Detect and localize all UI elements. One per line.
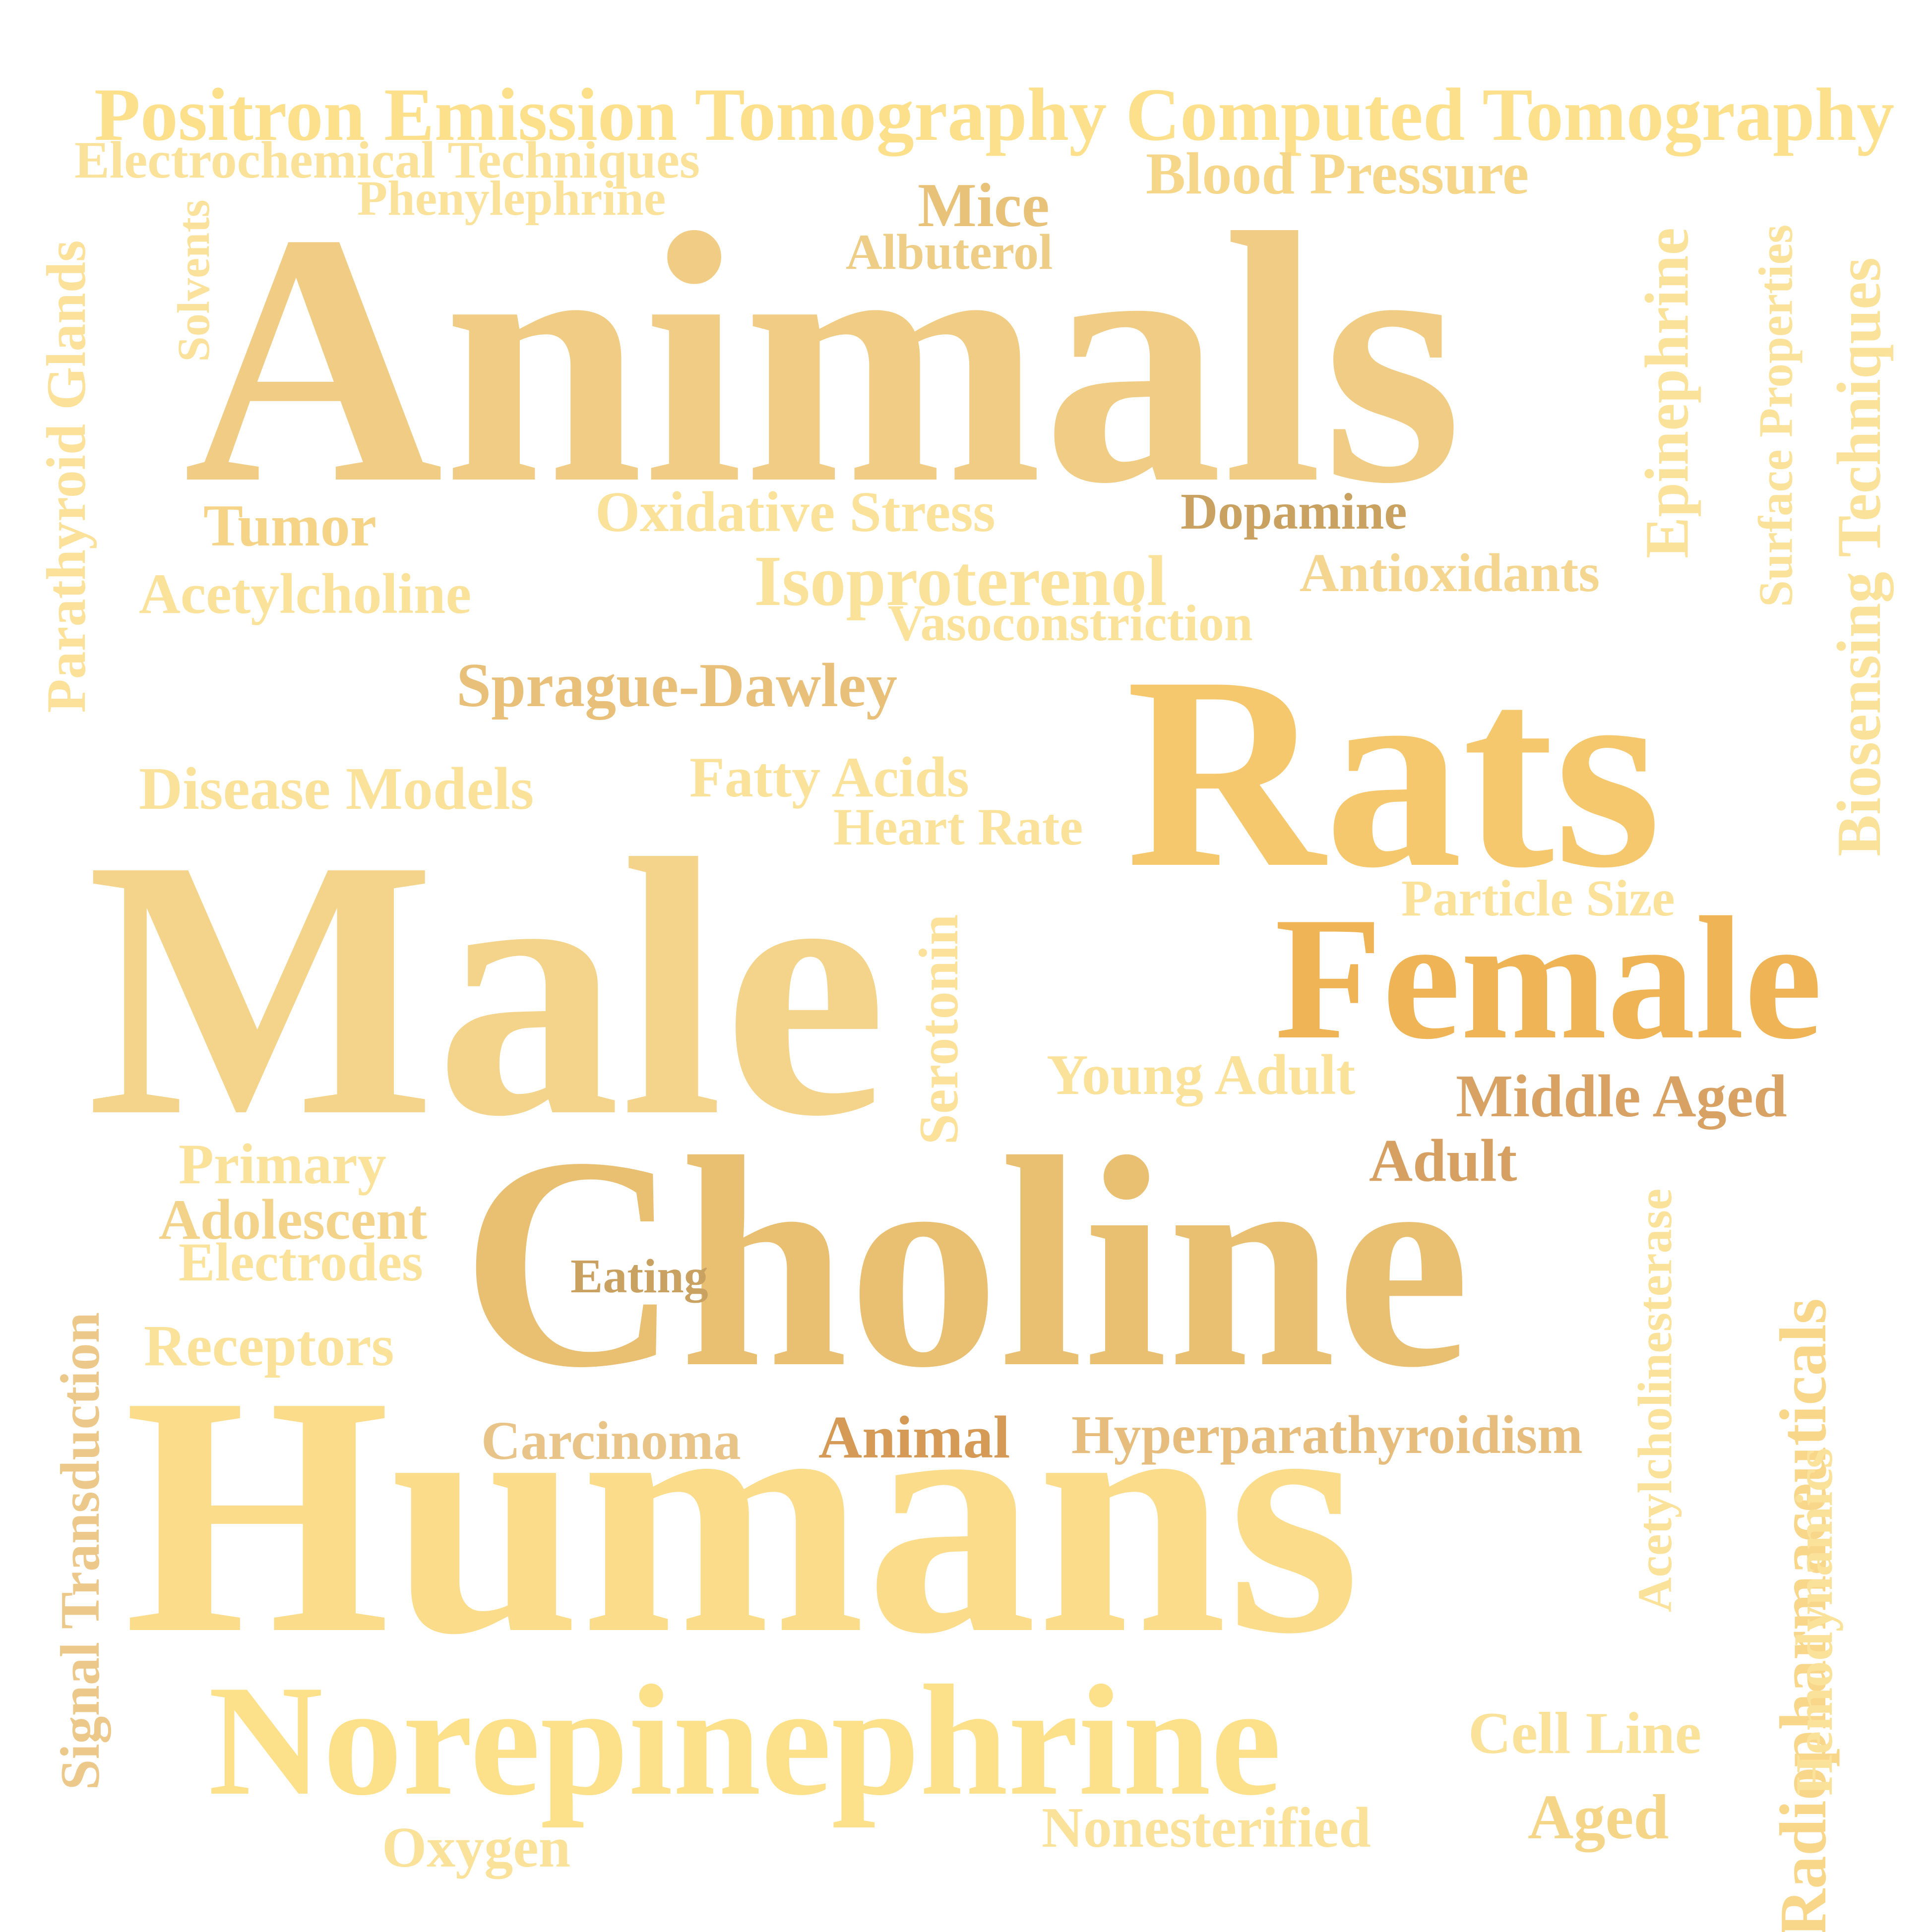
word-primary: Primary [179,1133,386,1196]
word-dopamine: Dopamine [1181,483,1407,540]
word-female: Female [1275,881,1822,1076]
word-nonesterified: Nonesterified [1042,1796,1371,1860]
word-solvents: Solvents [168,199,219,362]
word-positron-emission-tomography-computed-tomography: Positron Emission Tomography Computed To… [94,73,1895,156]
word-animals: Animals [184,159,1463,557]
word-surface-properties: Surface Properties [1749,224,1803,607]
word-electrochemical-techniques: Electrochemical Techniques [74,131,700,189]
word-oxidative-stress: Oxidative Stress [595,481,996,544]
word-antioxidants: Antioxidants [1300,543,1600,603]
word-mice: Mice [918,171,1050,240]
word-acetylcholine: Acetylcholine [139,562,472,626]
word-rats: Rats [1126,620,1662,925]
word-acetylcholinesterase: Acetylcholinesterase [1628,1188,1682,1613]
word-tumor: Tumor [203,492,376,558]
word-sprague-dawley: Sprague-Dawley [456,651,897,720]
word-middle-aged: Middle Aged [1456,1063,1787,1130]
word-isoproterenol: Isoproterenol [754,542,1167,621]
word-fatty-acids: Fatty Acids [689,746,969,809]
word-hyperparathyroidism: Hyperparathyroidism [1071,1404,1583,1465]
word-heart-rate: Heart Rate [833,798,1083,856]
word-biosensing-techniques: Biosensing Techniques [1825,257,1894,857]
word-aged: Aged [1528,1782,1669,1852]
word-animal: Animal [818,1404,1010,1471]
word-adolescent: Adolescent [159,1188,428,1252]
word-electrodes: Electrodes [179,1232,423,1292]
word-vasoconstriction: Vasoconstriction [888,595,1253,652]
word-choline: Choline [461,1094,1470,1430]
word-blood-pressure: Blood Pressure [1146,140,1529,206]
word-cell-line: Cell Line [1468,1700,1701,1766]
word-parathyroid-glands: Parathyroid Glands [36,240,97,713]
word-hemodynamics: Hemodynamics [1785,1448,1843,1796]
word-disease-models: Disease Models [139,755,534,822]
word-signal-transduction: Signal Transduction [50,1312,111,1790]
word-humans: Humans [124,1326,1361,1704]
word-particle-size: Particle Size [1401,870,1675,927]
word-eating: Eating [570,1250,708,1303]
word-phenylephrine: Phenylephrine [357,171,666,226]
word-norepinephrine: Norepinephrine [208,1653,1282,1828]
word-receptors: Receptors [144,1313,394,1378]
word-young-adult: Young Adult [1047,1043,1356,1107]
word-male: Male [87,784,887,1193]
word-epinephrine: Epinephrine [1633,228,1702,558]
word-albuterol: Albuterol [846,224,1053,280]
word-adult: Adult [1369,1127,1517,1194]
word-oxygen: Oxygen [382,1816,571,1879]
word-carcinoma: Carcinoma [481,1410,741,1471]
